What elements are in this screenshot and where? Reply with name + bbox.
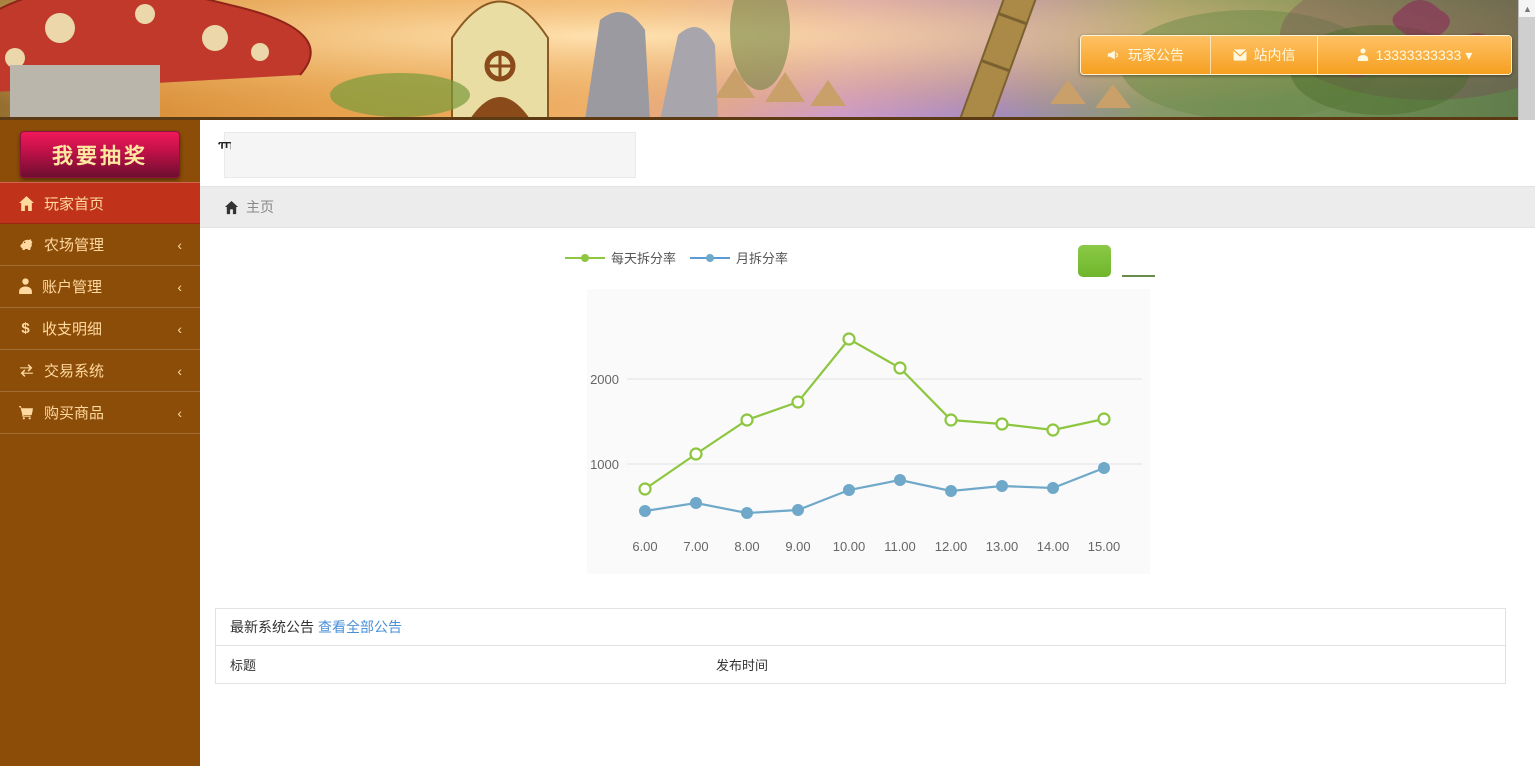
svg-text:12.00: 12.00 (935, 539, 968, 554)
svg-text:2000: 2000 (590, 372, 619, 387)
svg-text:6.00: 6.00 (632, 539, 657, 554)
svg-text:8.00: 8.00 (734, 539, 759, 554)
svg-text:13.00: 13.00 (986, 539, 1019, 554)
svg-text:9.00: 9.00 (785, 539, 810, 554)
svg-text:14.00: 14.00 (1037, 539, 1070, 554)
svg-text:1000: 1000 (590, 457, 619, 472)
svg-text:15.00: 15.00 (1088, 539, 1121, 554)
svg-text:11.00: 11.00 (884, 539, 916, 554)
svg-text:10.00: 10.00 (833, 539, 866, 554)
svg-text:7.00: 7.00 (683, 539, 708, 554)
